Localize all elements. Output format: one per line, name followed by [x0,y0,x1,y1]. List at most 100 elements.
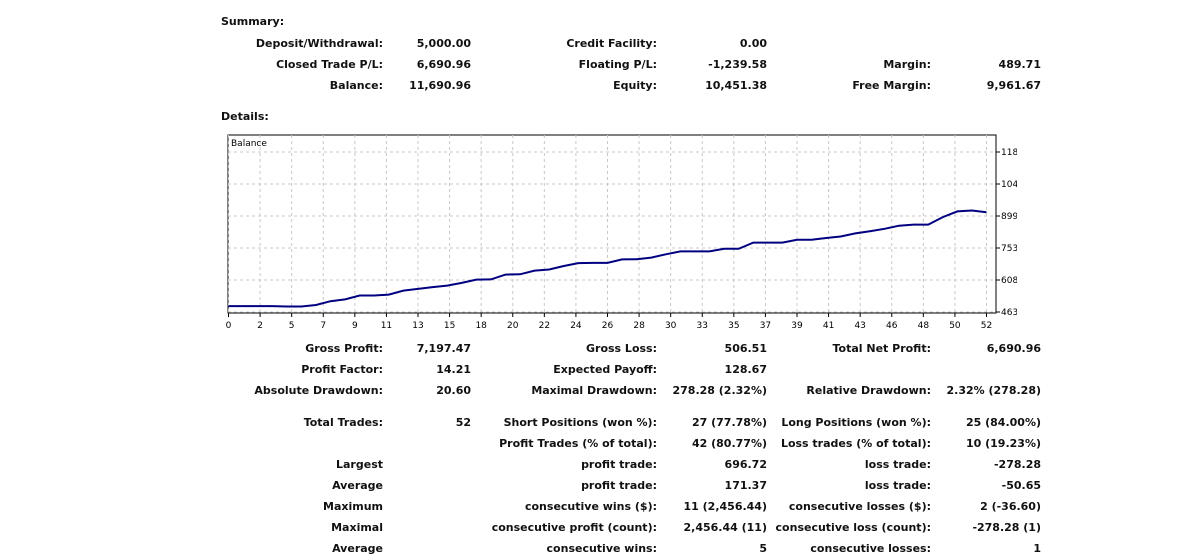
stat-label: Profit Trades (% of total): [499,437,657,450]
stat-value: 14.21 [436,363,471,376]
x-tick-label: 52 [981,321,992,329]
stat-label: loss trade: [864,458,931,471]
stat-label: profit trade: [581,479,657,492]
x-tick-label: 7 [320,321,326,329]
x-tick-label: 18 [475,321,487,329]
x-tick-label: 24 [570,321,582,329]
stat-value: 25 (84.00%) [965,416,1041,429]
plot-area [227,134,997,314]
stat-value: 10 (19.23%) [965,437,1041,450]
stat-label: Relative Drawdown: [806,384,931,397]
summary-label: Margin: [883,58,931,71]
stat-label: consecutive losses: [810,542,931,555]
x-tick-label: 39 [791,321,803,329]
summary-label: Balance: [329,79,383,92]
stat-label: Gross Profit: [305,342,383,355]
stat-label: Average [332,479,383,492]
stat-value: 7,197.47 [416,342,471,355]
stat-label: Maximum [323,500,383,513]
x-tick-label: 37 [760,321,771,329]
summary-heading: Summary: [221,15,285,28]
x-tick-label: 0 [226,321,232,329]
x-tick-label: 33 [697,321,708,329]
stat-label: profit trade: [581,458,657,471]
stat-label: Maximal [331,521,383,534]
stat-label: Total Trades: [303,416,383,429]
y-tick-label: 4630 [1001,308,1017,318]
y-tick-label: 10443 [1001,180,1017,190]
summary-label: Credit Facility: [566,37,657,50]
stat-label: Profit Factor: [301,363,383,376]
stat-label: Absolute Drawdown: [254,384,383,397]
stat-label: consecutive wins ($): [524,500,657,513]
x-tick-label: 15 [444,321,455,329]
stat-value: 506.51 [724,342,767,355]
x-tick-label: 13 [412,321,423,329]
x-tick-label: 26 [602,321,614,329]
stat-value: -278.28 [993,458,1041,471]
balance-series-line [228,209,987,308]
stat-label: Total Net Profit: [832,342,932,355]
summary-label: Free Margin: [852,79,931,92]
details-heading: Details: [221,110,269,123]
stat-label: Loss trades (% of total): [780,437,931,450]
stat-value: 2.32% (278.28) [946,384,1042,397]
stat-value: 11 (2,456.44) [683,500,767,513]
stat-value: 52 [455,416,471,429]
stat-label: Maximal Drawdown: [531,384,657,397]
balance-chart: 0 2 5 7 9 11 13 15 18 20 22 24 26 28 30 33 35 37 39 41 43 46 4… [226,134,1017,329]
summary-label: Floating P/L: [578,58,657,71]
x-tick-label: 41 [823,321,834,329]
stat-value: 6,690.96 [986,342,1041,355]
stat-value: 2,456.44 (11) [683,521,767,534]
y-tick-label: 6083 [1001,276,1017,286]
x-tick-label: 11 [381,321,392,329]
summary-label: Deposit/Withdrawal: [255,37,383,50]
stat-label: Expected Payoff: [553,363,657,376]
x-tick-label: 35 [728,321,739,329]
stat-value: 696.72 [724,458,767,471]
x-tick-label: 28 [633,321,645,329]
summary-value: -1,239.58 [708,58,767,71]
x-tick-label: 2 [257,321,263,329]
summary-value: 11,690.96 [409,79,471,92]
summary-label: Closed Trade P/L: [276,58,383,71]
stat-value: 171.37 [724,479,767,492]
stat-value: -278.28 (1) [972,521,1041,534]
stat-value: -50.65 [1001,479,1041,492]
x-tick-label: 46 [886,321,898,329]
stat-value: 1 [1033,542,1041,555]
stat-label: consecutive wins: [546,542,657,555]
stat-value: 42 (80.77%) [691,437,767,450]
summary-value: 6,690.96 [416,58,471,71]
stat-label: loss trade: [864,479,931,492]
x-tick-label: 9 [352,321,358,329]
x-tick-label: 43 [854,321,865,329]
stat-label: Long Positions (won %): [781,416,931,429]
stat-label: consecutive loss (count): [775,521,931,534]
x-tick-label: 48 [918,321,930,329]
summary-value: 5,000.00 [416,37,471,50]
stat-label: consecutive losses ($): [788,500,931,513]
stat-value: 20.60 [436,384,471,397]
stat-label: Short Positions (won %): [503,416,657,429]
stat-label: Largest [336,458,383,471]
summary-value: 10,451.38 [705,79,767,92]
x-tick-label: 30 [665,321,677,329]
stat-label: Gross Loss: [586,342,657,355]
stat-label: consecutive profit (count): [491,521,657,534]
x-tick-label: 20 [507,321,519,329]
stat-value: 27 (77.78%) [691,416,767,429]
y-tick-label: 11896 [1001,148,1017,158]
stat-value: 5 [759,542,767,555]
stat-value: 2 (-36.60) [980,500,1041,513]
summary-label: Equity: [613,79,657,92]
summary-value: 0.00 [739,37,767,50]
x-tick-label: 5 [289,321,295,329]
chart-title: Balance [231,139,267,149]
x-tick-label: 22 [539,321,550,329]
stat-value: 278.28 (2.32%) [672,384,768,397]
x-tick-label: 50 [949,321,961,329]
